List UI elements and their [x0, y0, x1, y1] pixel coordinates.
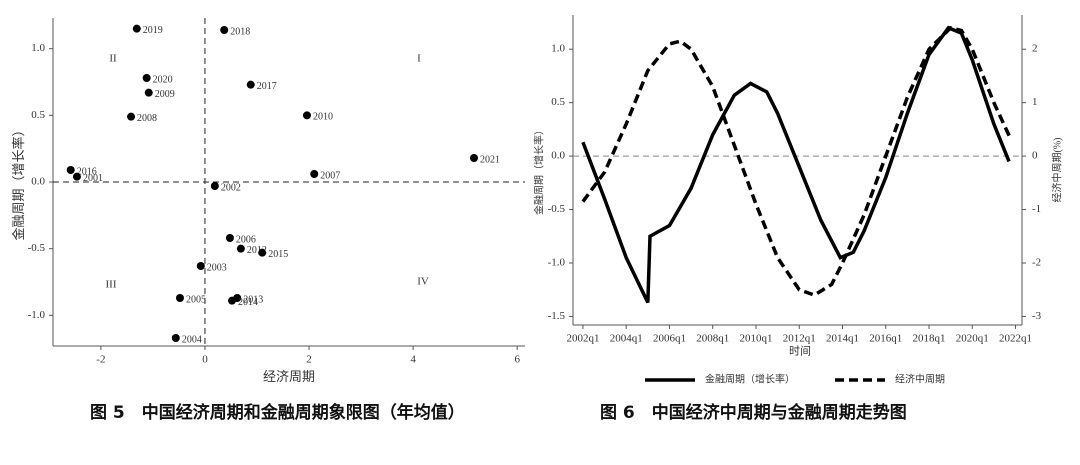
y-tick-label: 1.0	[31, 42, 45, 54]
y2-tick-label: -1	[1032, 203, 1041, 215]
x-tick-label: 2004q1	[610, 333, 643, 345]
y-tick-label: 0.5	[551, 96, 565, 108]
point-label: 2009	[155, 89, 175, 100]
y2-tick-label: 1	[1032, 96, 1038, 108]
y-tick-label: -1.5	[548, 310, 566, 322]
y-tick-label: -1.0	[28, 309, 46, 321]
point-label: 2007	[320, 170, 340, 181]
point-label: 2006	[236, 234, 256, 245]
quadrant-label: IV	[417, 276, 429, 288]
point	[225, 234, 234, 242]
x-tick-label: -2	[96, 354, 105, 366]
y2-tick-label: 2	[1032, 43, 1038, 55]
x-axis-label: 时间	[789, 345, 811, 358]
quadrant-label: III	[106, 279, 117, 291]
x-tick-label: 2008q1	[696, 333, 729, 345]
point-label: 2018	[230, 26, 250, 37]
point-label: 2020	[153, 74, 173, 85]
y-axis-label: 金融周期（增长率）	[532, 125, 545, 215]
legend-label: 经济中周期	[895, 372, 945, 385]
point-label: 2021	[480, 154, 500, 165]
legend-label: 金融周期（增长率）	[705, 372, 795, 385]
y2-tick-label: -3	[1032, 310, 1042, 322]
y-tick-label: 0.0	[551, 150, 565, 162]
point	[196, 262, 205, 270]
point	[175, 294, 184, 302]
point-label: 2002	[221, 182, 241, 193]
y-tick-label: 0.0	[31, 176, 45, 188]
y2-axis-label: 经济中周期(%)	[1050, 138, 1063, 203]
point	[246, 80, 255, 89]
point-label: 2008	[137, 113, 157, 124]
point-label: 2012	[247, 245, 267, 256]
x-tick-label: 2014q1	[826, 333, 859, 345]
x-axis-label: 经济周期	[263, 369, 315, 384]
x-tick-label: 4	[410, 354, 416, 366]
y-tick-label: 1.0	[551, 43, 565, 55]
y2-tick-label: 0	[1032, 150, 1038, 162]
x-tick-label: 2022q1	[999, 333, 1032, 345]
line	[581, 25, 1013, 297]
x-tick-label: 0	[202, 354, 208, 366]
x-tick-label: 2	[306, 354, 312, 366]
point	[228, 296, 237, 305]
point	[72, 172, 81, 181]
x-tick-label: 6	[514, 354, 520, 366]
point-label: 2017	[257, 81, 277, 92]
x-tick-label: 2002q1	[566, 333, 599, 345]
x-tick-label: 2010q1	[739, 333, 772, 345]
y-axis-label: 金融周期（增长率）	[11, 123, 26, 240]
quadrant-label: I	[417, 53, 421, 65]
point	[470, 154, 479, 162]
y-tick-label: 0.5	[31, 109, 45, 121]
y-tick-label: -0.5	[28, 242, 46, 254]
point	[210, 182, 219, 190]
point	[127, 112, 136, 121]
point-label: 2010	[313, 112, 333, 123]
point	[302, 111, 311, 120]
point	[236, 244, 245, 253]
quadrant-label: II	[109, 53, 117, 65]
y2-tick-label: -2	[1032, 257, 1041, 269]
point	[258, 248, 267, 257]
x-tick-label: 2016q1	[869, 333, 902, 345]
point-label: 2001	[83, 173, 103, 184]
x-tick-label: 2020q1	[956, 333, 989, 345]
x-tick-label: 2018q1	[912, 333, 945, 345]
point	[220, 26, 229, 34]
x-tick-label: 2012q1	[783, 333, 816, 345]
point-label: 2014	[238, 297, 258, 308]
point	[66, 166, 75, 174]
point	[310, 170, 319, 178]
y-tick-label: -0.5	[548, 203, 566, 215]
y-tick-label: -1.0	[548, 257, 566, 269]
point-label: 2005	[186, 294, 206, 305]
point-label: 2016	[77, 166, 97, 177]
point-label: 2015	[268, 249, 288, 260]
point	[142, 74, 151, 82]
caption: 图 6 中国经济中周期与金融周期走势图	[600, 402, 907, 423]
point-label: 2003	[207, 262, 227, 273]
point-label: 2004	[182, 334, 202, 345]
point-label: 2013	[243, 294, 263, 305]
point	[171, 334, 180, 342]
point	[132, 24, 141, 33]
caption: 图 5 中国经济周期和金融周期象限图（年均值）	[90, 402, 465, 423]
x-tick-label: 2006q1	[653, 333, 686, 345]
point-label: 2019	[143, 25, 163, 36]
point	[144, 88, 153, 97]
